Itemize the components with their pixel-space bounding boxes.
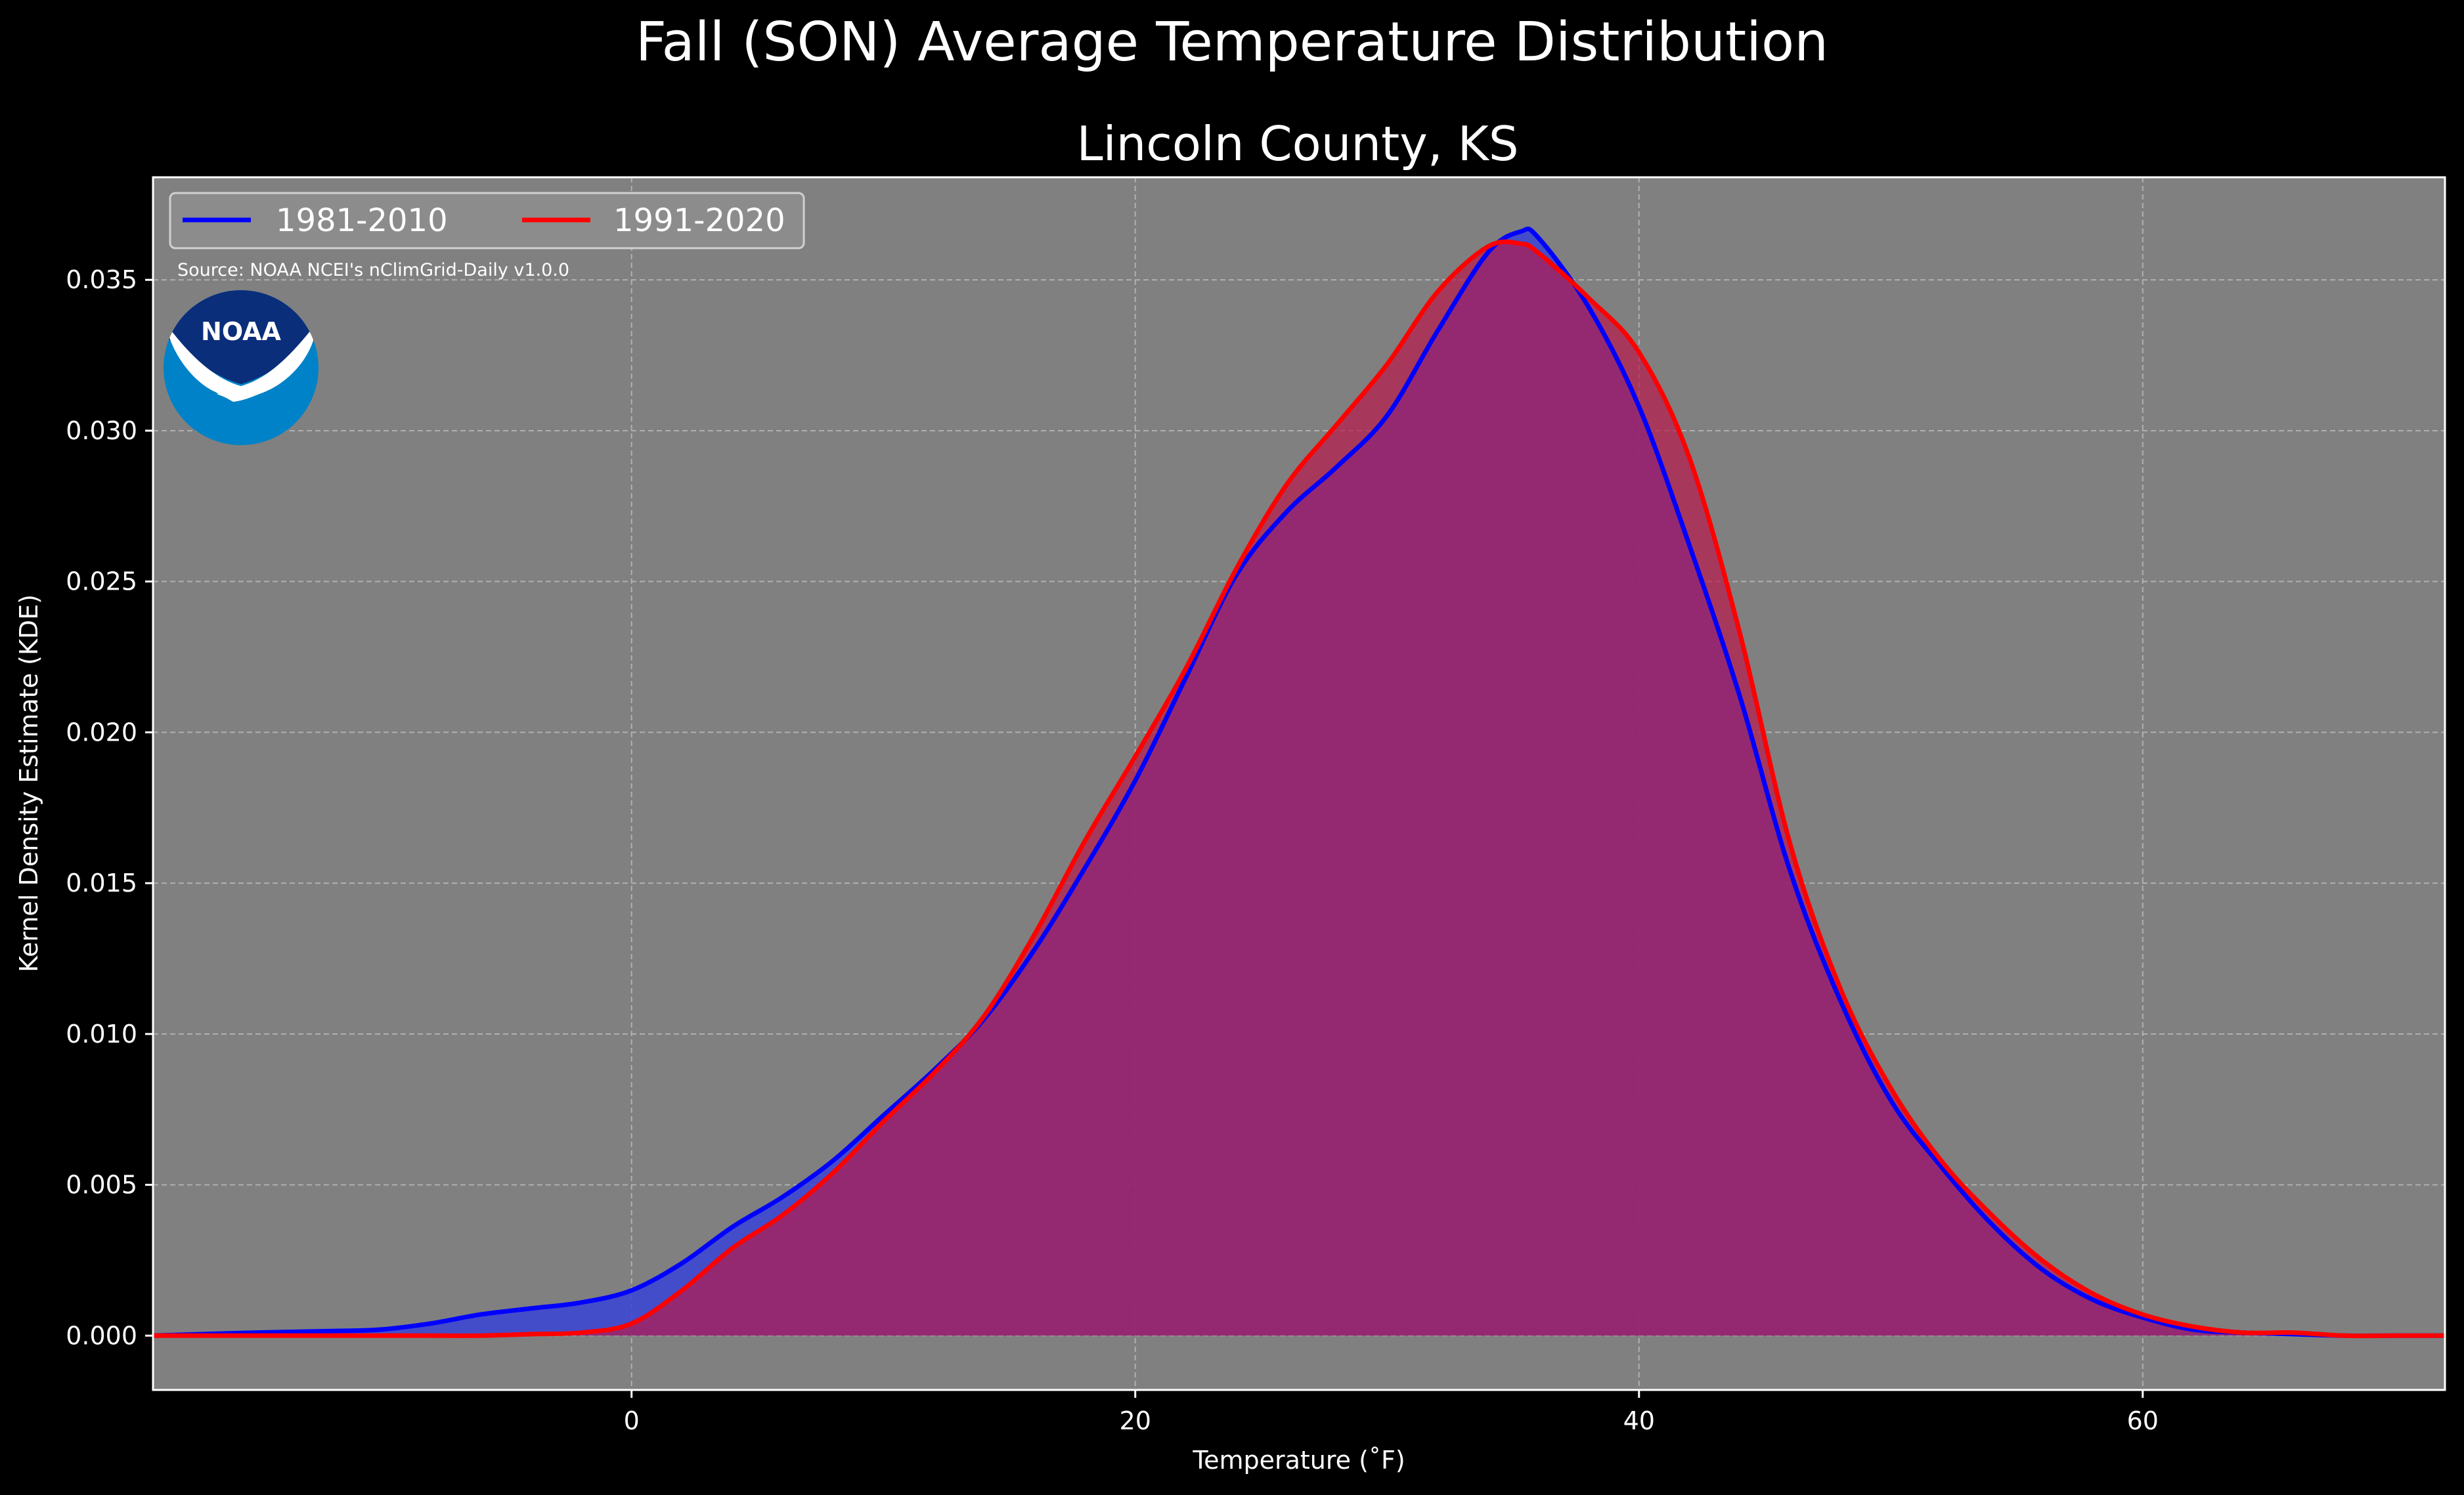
y-tick-label: 0.010 <box>66 1020 137 1049</box>
legend: 1981-2010 1991-2020 <box>169 192 805 249</box>
x-axis-ticks: 0 20 40 60 <box>624 1390 2159 1435</box>
source-note: Source: NOAA NCEI's nClimGrid-Daily v1.0… <box>177 260 569 280</box>
y-tick-label: 0.015 <box>66 869 137 898</box>
legend-label-1981-2010: 1981-2010 <box>276 202 448 239</box>
x-tick-label: 0 <box>624 1406 640 1435</box>
plot-frame <box>152 176 2446 1391</box>
y-tick-label: 0.025 <box>66 567 137 596</box>
logo-bird-icon <box>165 323 317 402</box>
y-tick-label: 0.035 <box>66 265 137 294</box>
y-axis-label: Kernel Density Estimate (KDE) <box>14 594 43 972</box>
legend-label-1991-2020: 1991-2020 <box>613 202 785 239</box>
kde-lines <box>152 227 2445 1339</box>
noaa-logo: NOAA <box>164 290 319 445</box>
x-tick-label: 40 <box>1623 1406 1655 1435</box>
x-axis-label: Temperature (˚F) <box>1192 1446 1405 1475</box>
x-tick-label: 20 <box>1120 1406 1151 1435</box>
chart-subtitle: Lincoln County, KS <box>1076 116 1518 171</box>
x-tick-label: 60 <box>2127 1406 2159 1435</box>
kde-line-1981-2010 <box>152 227 2445 1338</box>
y-tick-label: 0.005 <box>66 1171 137 1200</box>
logo-bird-tail <box>217 385 276 398</box>
y-tick-label: 0.030 <box>66 416 137 445</box>
figure-title: Fall (SON) Average Temperature Distribut… <box>636 11 1828 74</box>
legend-box <box>169 192 805 249</box>
y-tick-label: 0.000 <box>66 1321 137 1350</box>
y-axis-ticks: 0.000 0.005 0.010 0.015 0.020 0.025 0.030 0.035 <box>66 265 153 1350</box>
kde-line-1991-2020 <box>153 239 2445 1339</box>
logo-text: NOAA <box>201 317 281 346</box>
y-tick-label: 0.020 <box>66 718 137 747</box>
